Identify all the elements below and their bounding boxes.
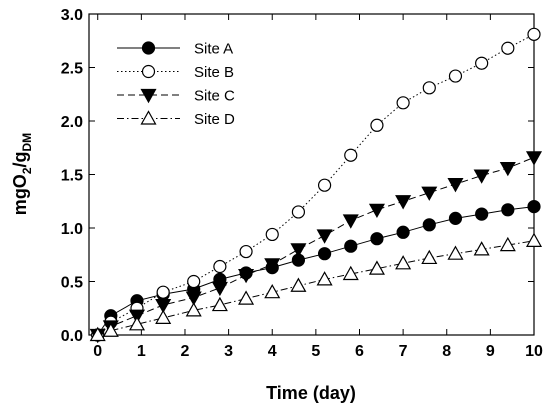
data-point-site-c [185, 291, 202, 306]
data-point-site-b [291, 205, 306, 219]
y-axis-title-sub1: 2 [20, 167, 34, 174]
data-point-site-a [422, 218, 436, 232]
plot-frame [88, 13, 535, 336]
x-tick-label: 10 [525, 343, 543, 360]
x-tick-label: 2 [181, 343, 190, 360]
data-point-site-d [211, 296, 228, 312]
data-point-site-b [448, 69, 463, 83]
legend-label-site-d: Site D [194, 111, 235, 128]
data-point-site-c [421, 186, 438, 201]
legend-marker-site-c [140, 88, 157, 104]
data-point-site-c [290, 243, 307, 258]
data-point-site-d [499, 236, 516, 252]
x-tick-label: 3 [224, 343, 233, 360]
data-point-site-b [501, 41, 515, 55]
data-point-site-b [317, 178, 332, 192]
data-point-site-c [368, 203, 385, 219]
series-line-site-c [97, 156, 535, 336]
data-point-site-b [475, 56, 489, 70]
data-point-site-d [238, 290, 255, 305]
data-point-site-c [211, 281, 228, 297]
x-tick-label: 8 [442, 343, 451, 360]
data-point-site-d [395, 255, 412, 270]
legend-marker-site-d [140, 110, 157, 125]
y-tick-label: 2.0 [61, 114, 83, 131]
legend-marker-site-a [141, 41, 156, 55]
data-point-site-b [239, 244, 253, 259]
x-axis-title: Time (day) [266, 383, 356, 403]
y-axis-title: mgO2/gDM [10, 133, 34, 215]
data-point-site-a [344, 239, 358, 253]
y-axis-title-sub2: DM [20, 133, 34, 152]
data-point-site-a [501, 203, 515, 217]
data-point-site-d [368, 260, 385, 275]
data-point-site-a [527, 200, 541, 214]
data-point-site-d [89, 326, 106, 342]
data-point-site-d [473, 241, 490, 256]
data-point-site-c [316, 229, 333, 244]
x-tick-label: 6 [355, 343, 364, 360]
x-tick-label: 4 [268, 343, 277, 360]
data-point-site-b [344, 148, 358, 162]
data-point-site-c [447, 178, 464, 193]
legend-marker-site-b [141, 64, 156, 79]
data-point-site-d [316, 271, 333, 286]
data-point-site-a [396, 225, 410, 239]
data-point-site-b [213, 259, 227, 274]
legend: Site A Site B Site C Site D [117, 41, 235, 128]
data-point-site-b [187, 274, 201, 289]
y-axis-title-main: mgO [10, 174, 30, 215]
data-point-site-d [102, 322, 119, 337]
data-point-site-d [525, 232, 543, 247]
data-point-site-a [317, 247, 332, 261]
legend-label-site-a: Site A [194, 41, 233, 58]
data-point-site-b [527, 27, 541, 41]
data-point-site-d [290, 277, 307, 292]
axis-ticks: 0 1 2 3 4 5 6 7 8 9 10 0.0 0.5 1.0 1.5 2.0 2.5 3.0 [61, 7, 543, 360]
data-point-site-d [128, 316, 146, 331]
data-point-site-d [421, 249, 438, 265]
data-point-site-c [395, 195, 412, 210]
data-point-site-c [473, 169, 490, 184]
data-point-site-b [370, 118, 384, 132]
data-point-site-d [155, 309, 172, 324]
data-point-site-c [499, 161, 516, 177]
y-tick-label: 1.5 [61, 168, 83, 185]
data-point-site-c [264, 258, 281, 273]
data-point-site-d [447, 245, 464, 260]
legend-label-site-c: Site C [194, 88, 235, 105]
data-point-site-b [422, 81, 436, 95]
data-point-site-a [475, 207, 489, 221]
legend-label-site-b: Site B [194, 64, 234, 81]
y-tick-label: 3.0 [61, 7, 83, 24]
data-point-site-c [342, 214, 359, 229]
data-point-site-a [370, 232, 384, 246]
y-tick-label: 0.5 [61, 275, 83, 292]
x-tick-label: 9 [486, 343, 495, 360]
data-point-site-b [156, 285, 170, 299]
y-axis-title-mid: /g [10, 151, 30, 167]
x-tick-label: 1 [137, 343, 146, 360]
data-point-site-b [265, 227, 279, 242]
x-tick-label: 5 [311, 343, 320, 360]
data-point-site-d [342, 265, 359, 281]
y-tick-label: 0.0 [61, 328, 83, 345]
data-point-site-d [264, 283, 281, 299]
x-tick-label: 7 [399, 343, 408, 360]
series-markers [89, 27, 543, 344]
data-point-site-a [448, 211, 463, 225]
data-point-site-d [185, 302, 202, 317]
x-tick-label: 0 [93, 343, 102, 360]
data-point-site-c [238, 268, 255, 284]
data-point-site-c [525, 151, 543, 166]
y-tick-label: 1.0 [61, 221, 83, 238]
data-point-site-c [155, 298, 172, 314]
data-point-site-b [396, 96, 410, 110]
y-tick-label: 2.5 [61, 61, 83, 78]
